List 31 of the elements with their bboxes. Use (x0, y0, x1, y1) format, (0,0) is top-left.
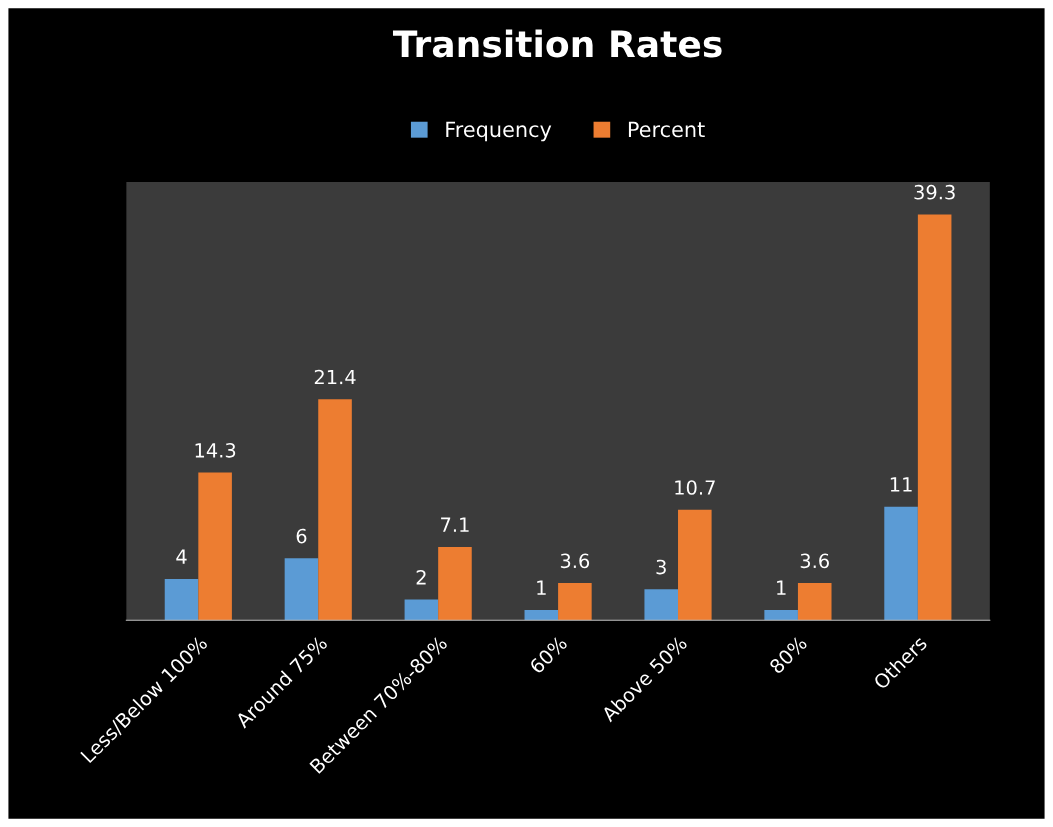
data-label: 21.4 (314, 369, 356, 385)
data-label: 39.3 (914, 184, 955, 200)
bar (438, 546, 472, 621)
data-label: 6 (296, 528, 307, 544)
data-label: 7.1 (441, 517, 469, 532)
data-label: 4 (176, 549, 187, 564)
data-label: 11 (890, 477, 912, 492)
bar (644, 589, 679, 621)
bar (284, 558, 319, 621)
data-label: 14.3 (195, 442, 236, 458)
bar (524, 609, 559, 621)
chart-title: Transition Rates (392, 29, 722, 58)
bar (678, 509, 712, 621)
data-label: 2 (416, 570, 426, 585)
bar (164, 578, 199, 621)
data-label: 3.6 (800, 553, 829, 569)
legend-label: Frequency (446, 121, 552, 142)
data-label: 3.6 (560, 553, 590, 569)
data-label: 3 (656, 559, 666, 575)
data-label: 1 (777, 580, 786, 595)
data-label: 10.7 (675, 480, 715, 495)
bar (764, 609, 798, 621)
bar (404, 599, 439, 621)
legend-label: Percent (628, 121, 705, 138)
bar (318, 399, 352, 621)
bar (558, 583, 592, 621)
data-label: 1 (537, 580, 546, 595)
bar (917, 214, 952, 621)
bar (797, 583, 832, 621)
bar (884, 506, 918, 621)
bar (198, 472, 232, 621)
